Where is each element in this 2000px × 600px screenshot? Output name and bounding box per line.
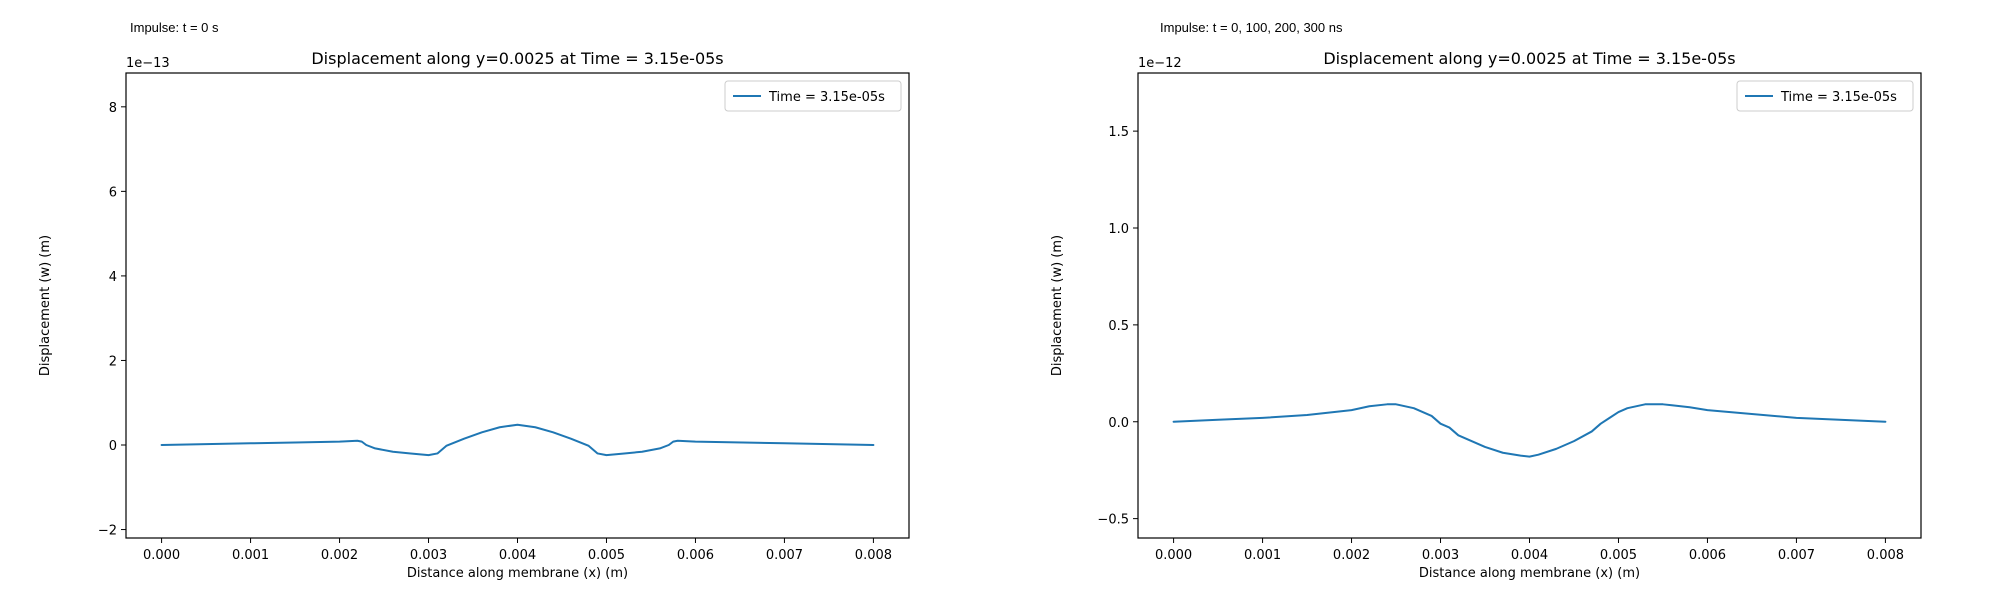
legend: Time = 3.15e-05s bbox=[1736, 80, 1914, 112]
legend-label: Time = 3.15e-05s bbox=[1780, 90, 1897, 105]
y-offset-label: 1e−12 bbox=[1138, 56, 1182, 71]
x-tick-label: 0.007 bbox=[766, 548, 803, 563]
chart-right: 0.000 0.001 0.002 0.003 0.004 0.005 0.006 0.007… bbox=[1050, 49, 1922, 581]
y-tick-label: 0 bbox=[109, 439, 117, 454]
x-tick-label: 0.002 bbox=[321, 548, 358, 563]
x-tick-label: 0.000 bbox=[1155, 548, 1192, 563]
y-tick-label: 1.0 bbox=[1108, 222, 1129, 237]
x-tick-label: 0.002 bbox=[1333, 548, 1370, 563]
x-tick-label: 0.001 bbox=[232, 548, 269, 563]
y-tick-label: 0.5 bbox=[1108, 319, 1129, 334]
y-tick-label: −0.5 bbox=[1097, 513, 1129, 528]
x-tick-label: 0.006 bbox=[677, 548, 714, 563]
series-line-0 bbox=[160, 423, 875, 457]
x-tick-label: 0.000 bbox=[143, 548, 180, 563]
legend-label: Time = 3.15e-05s bbox=[768, 90, 885, 105]
plot-frame bbox=[125, 72, 910, 539]
y-tick-label: 2 bbox=[109, 354, 117, 369]
x-tick-label: 0.003 bbox=[410, 548, 447, 563]
x-tick-label: 0.006 bbox=[1689, 548, 1726, 563]
right-panel-caption: Impulse: t = 0, 100, 200, 300 ns bbox=[1160, 20, 1343, 35]
x-axis-label: Distance along membrane (x) (m) bbox=[1419, 566, 1640, 581]
x-axis-label: Distance along membrane (x) (m) bbox=[407, 566, 628, 581]
x-tick-label: 0.005 bbox=[588, 548, 625, 563]
legend: Time = 3.15e-05s bbox=[724, 80, 902, 112]
chart-left: 0.000 0.001 0.002 0.003 0.004 0.005 0.006 0.007… bbox=[38, 49, 910, 581]
y-axis-label: Displacement (w) (m) bbox=[1050, 235, 1065, 376]
series-line-0 bbox=[1172, 403, 1887, 458]
plot-frame bbox=[1137, 72, 1922, 539]
chart-title: Displacement along y=0.0025 at Time = 3.… bbox=[1323, 49, 1735, 68]
x-tick-label: 0.004 bbox=[1511, 548, 1548, 563]
chart-title: Displacement along y=0.0025 at Time = 3.… bbox=[311, 49, 723, 68]
y-tick-label: −2 bbox=[98, 524, 117, 539]
x-tick-label: 0.003 bbox=[1422, 548, 1459, 563]
y-tick-label: 1.5 bbox=[1108, 125, 1129, 140]
x-tick-label: 0.007 bbox=[1778, 548, 1815, 563]
left-panel-caption: Impulse: t = 0 s bbox=[130, 20, 219, 35]
y-tick-label: 6 bbox=[109, 185, 117, 200]
x-tick-label: 0.005 bbox=[1600, 548, 1637, 563]
x-tick-label: 0.008 bbox=[1867, 548, 1904, 563]
y-tick-label: 4 bbox=[109, 270, 117, 285]
legend-box bbox=[1736, 80, 1914, 112]
y-axis-label: Displacement (w) (m) bbox=[38, 235, 53, 376]
x-tick-label: 0.008 bbox=[855, 548, 892, 563]
y-offset-label: 1e−13 bbox=[126, 56, 170, 71]
legend-box bbox=[724, 80, 902, 112]
x-tick-label: 0.001 bbox=[1244, 548, 1281, 563]
y-tick-label: 8 bbox=[109, 101, 117, 116]
x-tick-label: 0.004 bbox=[499, 548, 536, 563]
y-tick-label: 0.0 bbox=[1108, 416, 1129, 431]
